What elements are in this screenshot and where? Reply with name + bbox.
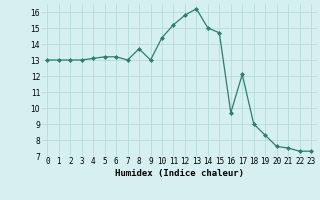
X-axis label: Humidex (Indice chaleur): Humidex (Indice chaleur)	[115, 169, 244, 178]
